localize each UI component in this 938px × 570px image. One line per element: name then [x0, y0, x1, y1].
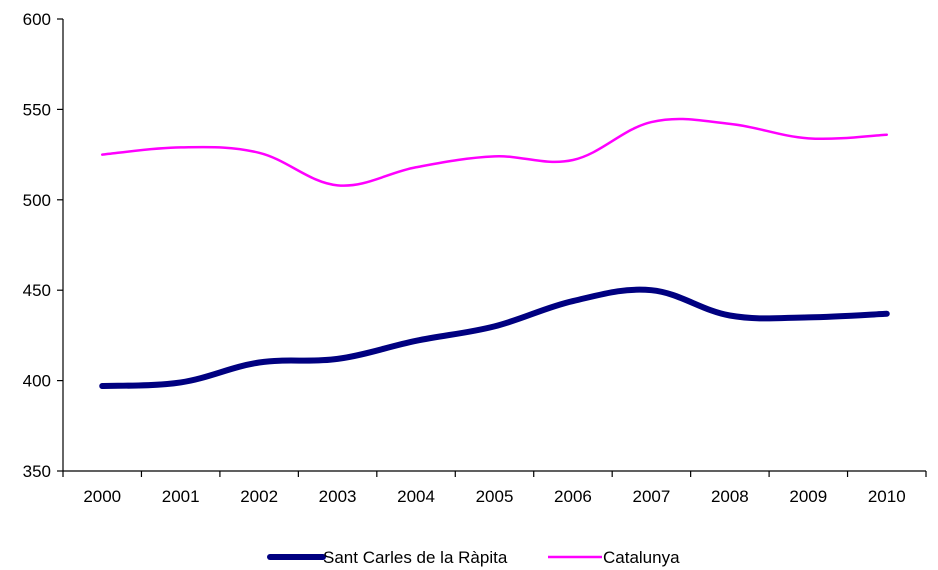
x-tick-label: 2005: [476, 487, 514, 506]
x-tick-label: 2000: [83, 487, 121, 506]
x-tick-label: 2009: [789, 487, 827, 506]
y-axis-ticks: 350 400 450 500 550 600: [23, 10, 63, 481]
x-tick-label: 2006: [554, 487, 592, 506]
series-lines: [99, 117, 890, 390]
legend-label-sant-carles: Sant Carles de la Ràpita: [323, 548, 508, 567]
series-line-catalunya: [100, 117, 889, 187]
y-tick-label: 500: [23, 191, 51, 210]
x-tick-label: 2003: [319, 487, 357, 506]
y-tick-label: 400: [23, 372, 51, 391]
legend: Sant Carles de la Ràpita Catalunya: [267, 548, 680, 567]
axes: [62, 19, 926, 472]
x-tick-label: 2008: [711, 487, 749, 506]
y-tick-label: 350: [23, 462, 51, 481]
x-tick-label: 2007: [632, 487, 670, 506]
y-tick-label: 550: [23, 100, 51, 119]
x-tick-label: 2004: [397, 487, 435, 506]
x-tick-label: 2010: [868, 487, 906, 506]
x-axis-ticks: 2000 2001 2002 2003 2004 2005 2006 2007 2008 2009…: [62, 471, 927, 506]
x-tick-label: 2001: [162, 487, 200, 506]
x-tick-label: 2002: [240, 487, 278, 506]
legend-label-catalunya: Catalunya: [603, 548, 680, 567]
series-line-sant-carles: [99, 286, 890, 390]
y-tick-label: 450: [23, 281, 51, 300]
y-tick-label: 600: [23, 10, 51, 29]
